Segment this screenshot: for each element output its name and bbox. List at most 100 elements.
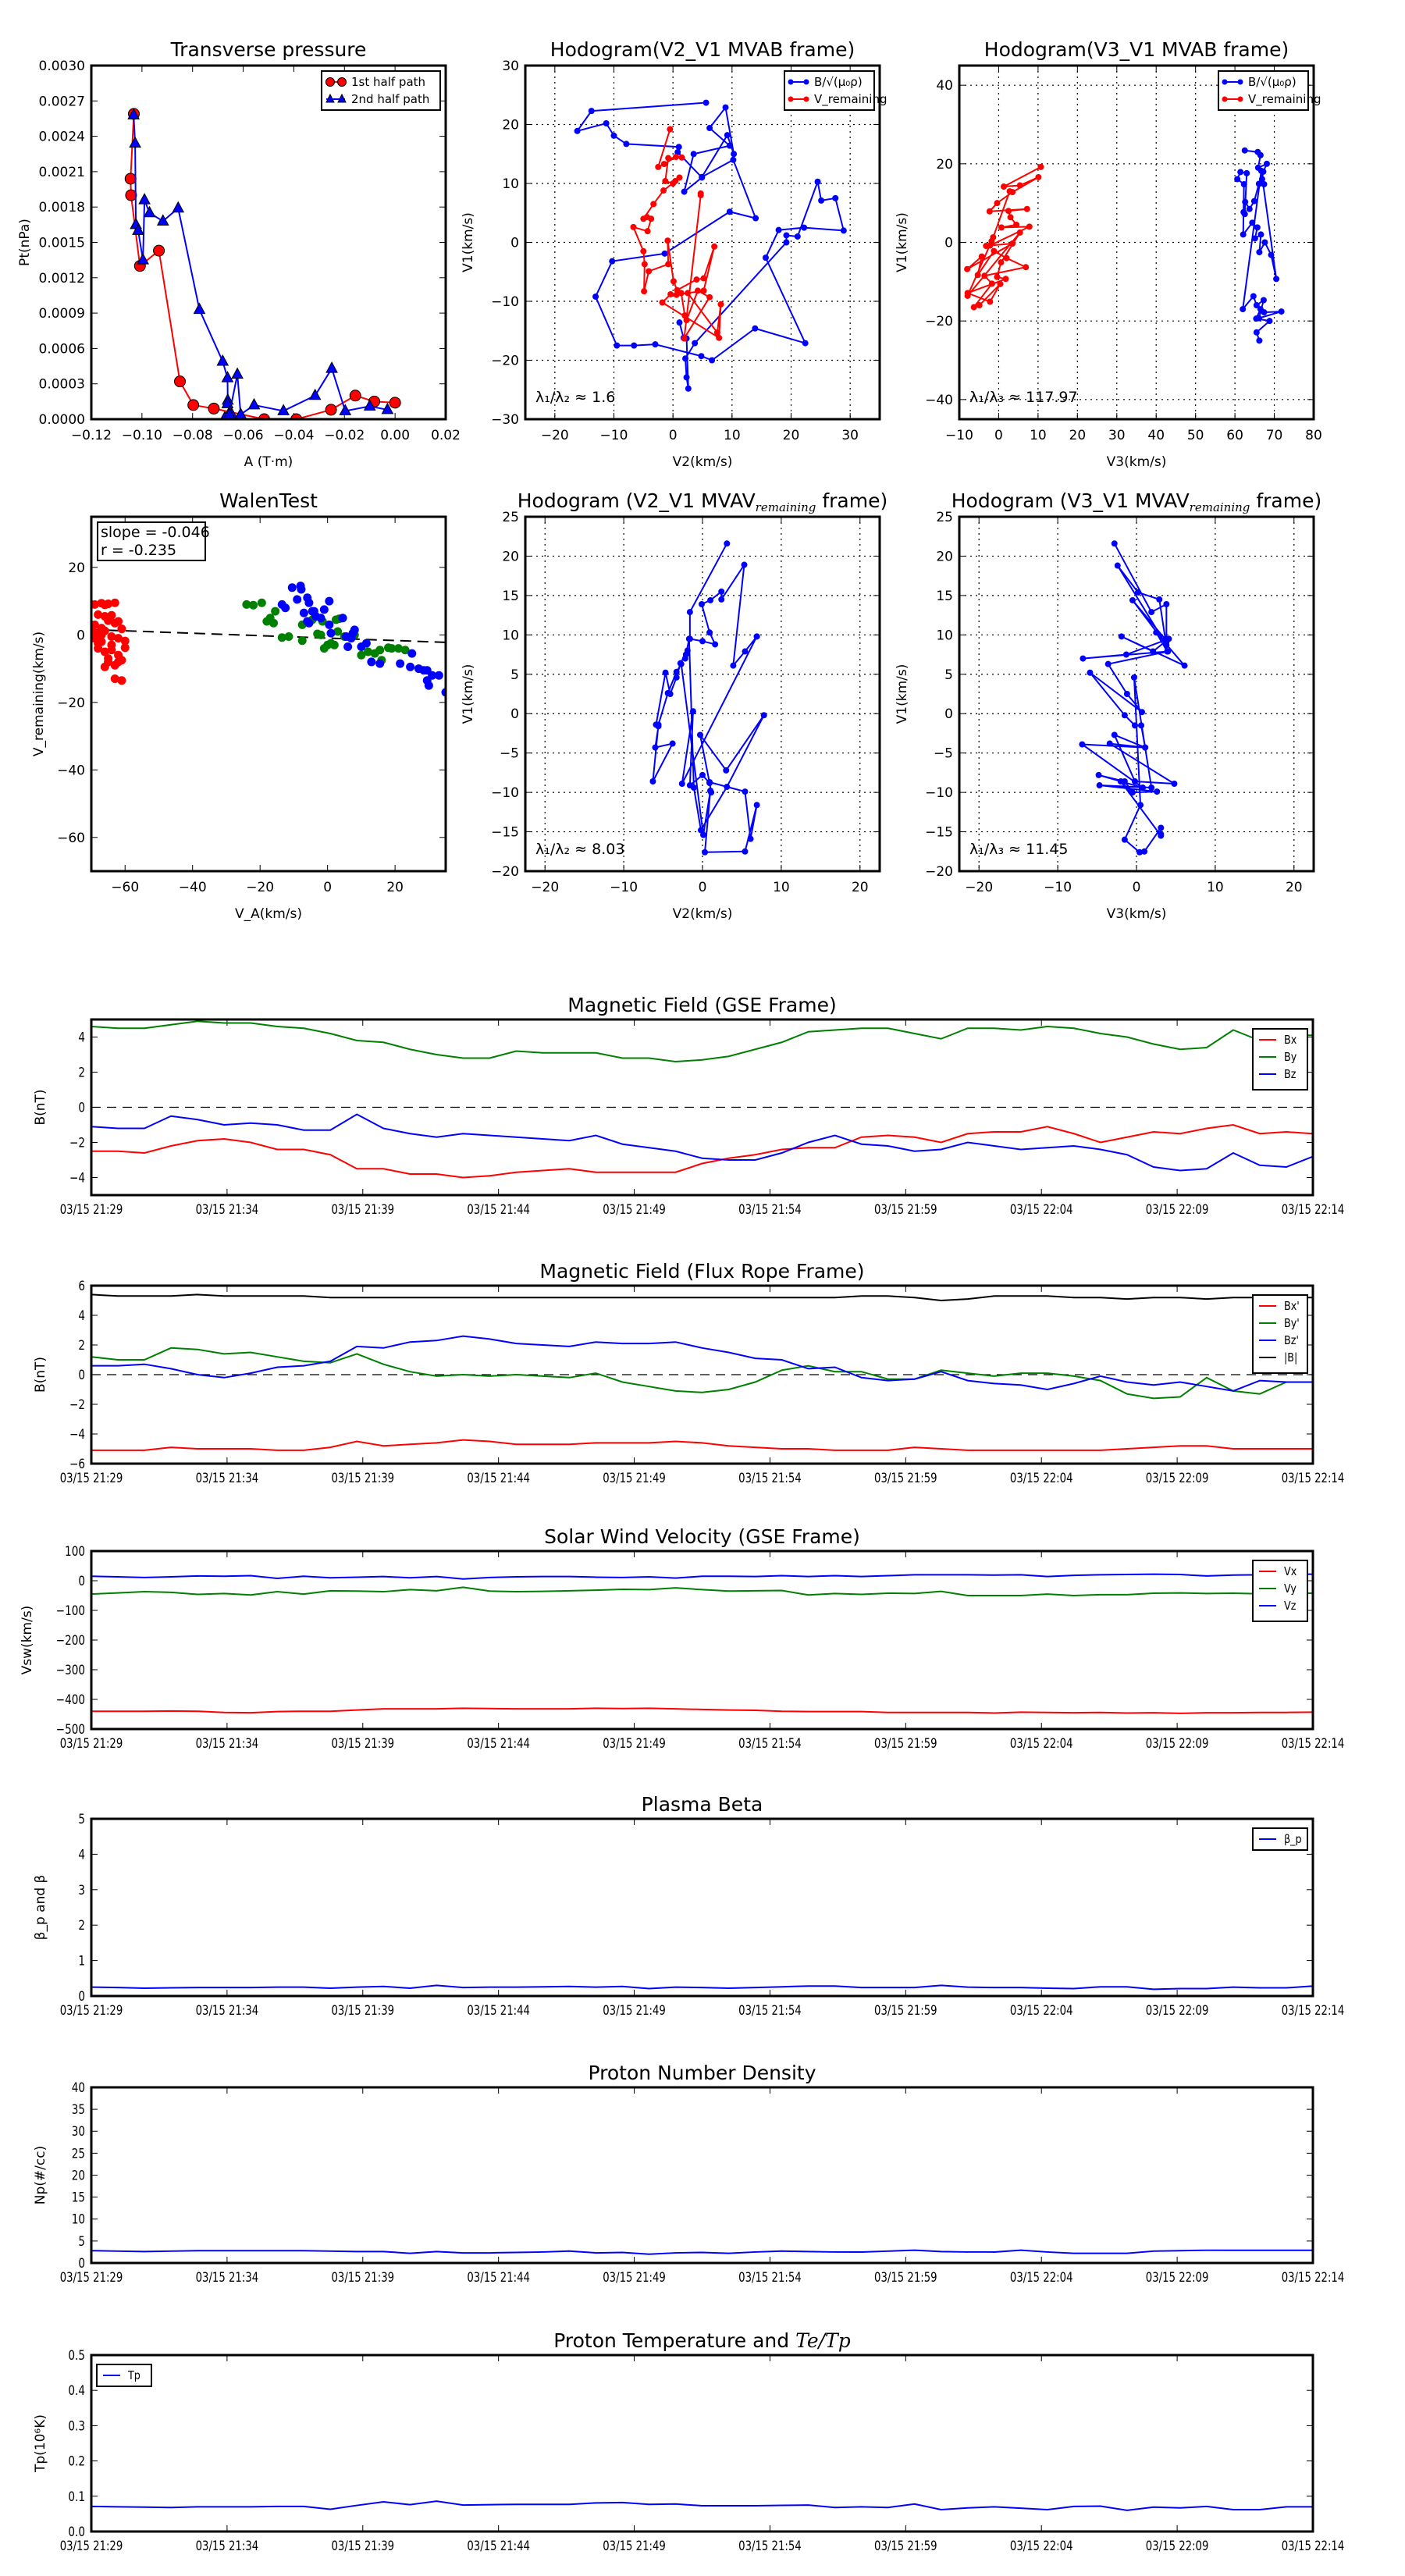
data-point [694, 287, 701, 294]
data-point [685, 385, 692, 392]
x-tick-label: 03/15 21:29 [60, 2538, 123, 2553]
data-point [1137, 802, 1144, 809]
y-tick-label: −20 [491, 864, 519, 880]
data-point [700, 831, 707, 838]
x-tick-label: 03/15 22:09 [1146, 1735, 1209, 1751]
data-point [741, 561, 748, 568]
y-tick-label: −20 [57, 696, 85, 711]
x-tick-label: 03/15 22:14 [1282, 2538, 1345, 2553]
x-tick-label: 03/15 22:14 [1282, 1470, 1345, 1485]
data-point [678, 660, 685, 667]
data-point [1258, 176, 1265, 183]
x-tick-label: 03/15 22:14 [1282, 2002, 1345, 2018]
data-point [681, 188, 688, 195]
y-tick-label: −10 [925, 785, 953, 801]
x-tick-label: 03/15 21:34 [196, 1735, 259, 1751]
y-tick-label: 0.0003 [39, 377, 85, 393]
y-axis-label: Vsw(km/s) [20, 1606, 35, 1675]
data-point [153, 244, 165, 257]
x-tick-label: −40 [179, 880, 207, 895]
legend: β_p [1252, 1827, 1308, 1851]
y-tick-label: 2 [78, 1918, 85, 1934]
x-tick-label: 03/15 21:59 [874, 2269, 937, 2285]
data-point [1016, 182, 1023, 189]
y-tick-label: 0 [78, 1100, 85, 1115]
x-tick-label: 0 [669, 428, 678, 443]
legend-label: 1st half path [351, 75, 425, 89]
legend-marker [803, 79, 809, 85]
data-point [760, 712, 767, 719]
data-point [623, 141, 630, 148]
data-point [693, 276, 700, 283]
y-tick-label: 35 [72, 2102, 85, 2118]
data-point [730, 156, 737, 163]
plot-area [574, 99, 847, 392]
data-point [319, 605, 329, 614]
x-tick-label: −0.10 [122, 428, 162, 443]
legend-label: Tp [127, 2369, 140, 2382]
x-tick-label: 03/15 22:14 [1282, 1735, 1345, 1751]
data-point [1002, 276, 1009, 283]
data-point [660, 161, 667, 168]
data-point [752, 325, 759, 332]
plot-frame [90, 1550, 1314, 1731]
data-point [659, 299, 666, 306]
x-tick-label: 03/15 21:34 [196, 1470, 259, 1485]
data-point [293, 595, 302, 604]
y-tick-label: −6 [69, 1457, 85, 1472]
hodogram-v2v1-mvav-chart: Hodogram (V2_V1 MVAVremaining frame)−20−… [461, 489, 887, 922]
data-point [1253, 329, 1260, 336]
x-tick-label: 03/15 21:34 [196, 2269, 259, 2285]
data-point [297, 585, 306, 594]
data-point [699, 771, 706, 778]
series-np-line [91, 2249, 1313, 2255]
data-point [1253, 302, 1260, 309]
data-point [707, 788, 714, 795]
data-point [672, 154, 679, 161]
hodogram-v2v1-mvab-chart: Hodogram(V2_V1 MVAB frame) −20 −10 0 10 20 30 −… [461, 38, 887, 470]
x-tick-label: 03/15 22:09 [1146, 2002, 1209, 2018]
slope-label: slope = -0.046 [101, 524, 210, 541]
data-point [1140, 785, 1147, 792]
x-tick-label: 20 [852, 880, 869, 895]
data-point [675, 144, 682, 151]
x-tick-label: 03/15 21:44 [467, 1470, 530, 1485]
data-point [726, 142, 733, 149]
x-tick-label: 10 [724, 428, 741, 443]
y-axis-label: V1(km/s) [461, 664, 476, 724]
data-point [683, 317, 690, 324]
x-tick-label: 03/15 22:04 [1010, 1735, 1073, 1751]
data-point [641, 288, 648, 295]
plot-area [91, 582, 446, 697]
x-tick-label: 03/15 22:09 [1146, 1201, 1209, 1217]
series-vy-line [91, 1586, 1313, 1597]
series-by-line [91, 1020, 1313, 1063]
legend: B/√(μ₀ρ) V_remaining [1218, 70, 1321, 111]
data-point [706, 125, 713, 132]
data-point [991, 247, 998, 254]
x-tick-label: 80 [1305, 428, 1322, 443]
solar-wind-velocity-chart: Solar Wind Velocity (GSE Frame) 03/15 21:… [20, 1525, 1344, 1751]
y-tick-label: 0.0030 [39, 59, 85, 74]
data-point [104, 600, 113, 609]
data-point [692, 340, 699, 347]
data-point [752, 215, 759, 222]
x-tick-label: 03/15 21:39 [331, 1201, 394, 1217]
y-tick-label: 2 [78, 1065, 85, 1080]
legend: 1st half path 2nd half path [321, 70, 441, 111]
data-point [1250, 197, 1257, 205]
data-point [247, 397, 261, 410]
data-point [655, 721, 662, 728]
x-tick-label: 03/15 21:34 [196, 1201, 259, 1217]
data-point [1153, 629, 1160, 636]
data-point [662, 669, 669, 676]
data-point [609, 258, 616, 265]
data-point [681, 312, 688, 319]
plot-area [1079, 540, 1188, 856]
legend-marker [803, 96, 809, 102]
y-tick-label: 0.0018 [39, 200, 85, 215]
series-2nd-half-path-line [133, 115, 388, 419]
y-tick-label: −300 [56, 1663, 85, 1678]
data-point [630, 223, 637, 230]
data-point [400, 646, 410, 655]
